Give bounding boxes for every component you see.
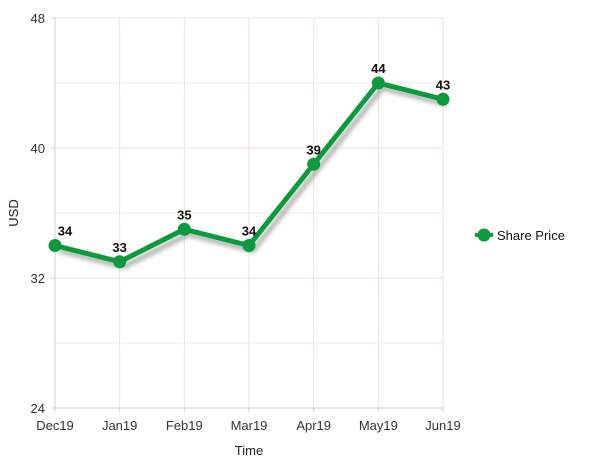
series-share-price <box>48 76 450 269</box>
y-tick-label: 24 <box>31 401 45 416</box>
y-axis-title: USD <box>6 199 21 226</box>
data-label: 39 <box>306 142 320 157</box>
x-tick-label: Feb19 <box>166 418 203 433</box>
data-label: 35 <box>177 207 191 222</box>
y-tick-label: 48 <box>31 11 45 26</box>
grid <box>54 17 444 409</box>
x-tick-label: Mar19 <box>231 418 268 433</box>
data-point[interactable] <box>307 157 321 171</box>
y-tick-label: 32 <box>31 271 45 286</box>
data-labels: 34 33 35 34 39 44 43 <box>58 61 450 255</box>
data-label: 44 <box>371 61 386 76</box>
x-axis-title: Time <box>235 443 263 458</box>
data-label: 43 <box>436 77 450 92</box>
data-point[interactable] <box>177 222 191 236</box>
x-tick-label: Apr19 <box>296 418 331 433</box>
x-tick-label: Jun19 <box>425 418 460 433</box>
data-point[interactable] <box>48 239 62 252</box>
x-tick-label: Jan19 <box>102 418 137 433</box>
legend[interactable]: Share Price <box>475 228 565 243</box>
data-point[interactable] <box>242 239 256 252</box>
legend-swatch-marker <box>477 228 491 242</box>
legend-label: Share Price <box>497 228 565 243</box>
data-point[interactable] <box>436 92 450 106</box>
data-label: 34 <box>242 224 257 239</box>
data-label: 34 <box>58 224 73 239</box>
axes: 24 32 40 48 Dec19 Jan19 Feb19 Mar19 Apr19 May19 Ju… <box>31 11 461 433</box>
data-label: 33 <box>112 240 126 255</box>
x-tick-label: Dec19 <box>36 418 74 433</box>
y-tick-label: 40 <box>31 141 45 156</box>
data-point[interactable] <box>113 255 127 269</box>
x-tick-label: May19 <box>359 418 398 433</box>
data-point[interactable] <box>371 76 385 90</box>
